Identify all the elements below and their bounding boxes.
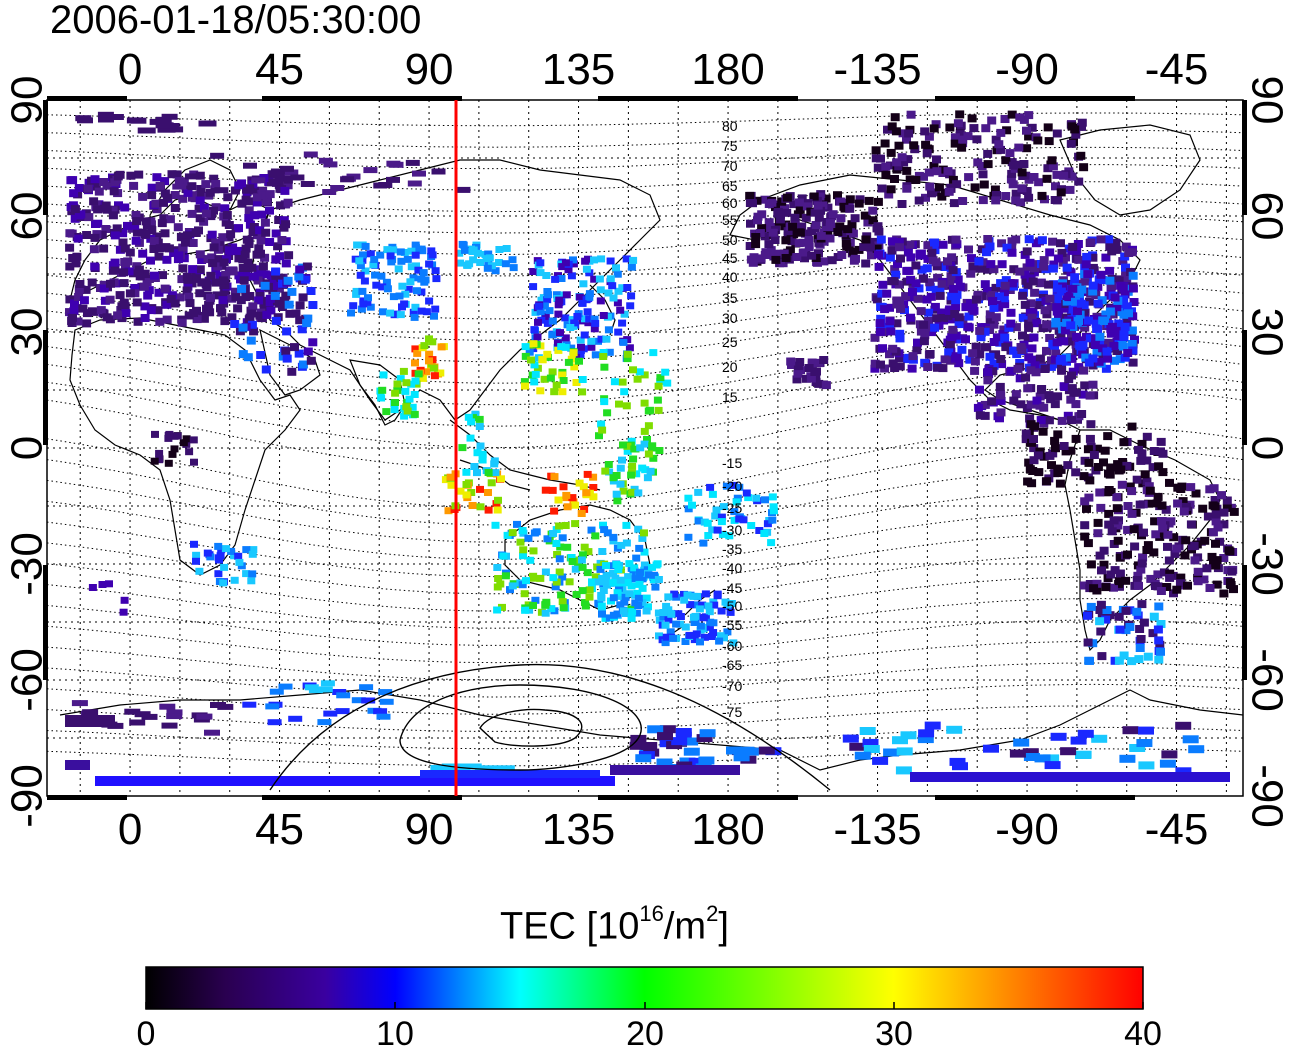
- lon-label: -90: [995, 45, 1059, 94]
- contour-label: 55: [722, 212, 738, 228]
- lat-label: -90: [1242, 764, 1291, 828]
- contour-label: 20: [722, 359, 738, 375]
- colorbar-title-suffix: ]: [718, 905, 729, 948]
- lon-label: 135: [542, 805, 615, 854]
- lon-label: 90: [405, 45, 454, 94]
- contour-label: -40: [722, 560, 742, 576]
- contour-label: -35: [722, 541, 742, 557]
- contour-label: 60: [722, 195, 738, 211]
- contour-label: -45: [722, 580, 742, 596]
- lon-label: -135: [834, 45, 922, 94]
- solid-contours: [269, 663, 831, 791]
- lat-label: 0: [1242, 436, 1291, 460]
- contour-label: 80: [722, 118, 738, 134]
- lon-label: 0: [118, 805, 142, 854]
- contour-label: -15: [722, 455, 742, 471]
- contour-label: -50: [722, 598, 742, 614]
- lon-label: 45: [255, 45, 304, 94]
- colorbar-tick-label: 10: [376, 1015, 414, 1053]
- lat-label: -30: [1242, 532, 1291, 596]
- lon-label: 0: [118, 45, 142, 94]
- contour-label: -65: [722, 657, 742, 673]
- lat-label: -30: [3, 532, 52, 596]
- colorbar-tick-label: 0: [136, 1015, 156, 1053]
- lat-label: 90: [1242, 76, 1291, 125]
- lon-label: 180: [691, 45, 764, 94]
- contour-label: -25: [722, 500, 742, 516]
- colorbar-title-exponent: 16: [639, 901, 664, 926]
- lon-label: -135: [834, 805, 922, 854]
- lat-label: 60: [1242, 192, 1291, 241]
- contour-label: 75: [722, 138, 738, 154]
- contour-label: 30: [722, 310, 738, 326]
- contour-label: 40: [722, 269, 738, 285]
- axis-bands: [43, 96, 1247, 800]
- lat-label: 60: [3, 192, 52, 241]
- lat-label: 90: [3, 76, 52, 125]
- colorbar-title-unit: /m: [663, 905, 707, 948]
- lon-label: -90: [995, 805, 1059, 854]
- right-latitude-labels: 90 60 30 0 -30 -60 -90: [1242, 76, 1291, 828]
- bottom-longitude-labels: 0 45 90 135 180 -135 -90 -45: [118, 805, 1209, 854]
- colorbar-tick-label: 40: [1124, 1015, 1162, 1053]
- colorbar-tick-label: 30: [875, 1015, 913, 1053]
- lat-label: -90: [3, 764, 52, 828]
- contour-label: 15: [722, 389, 738, 405]
- lon-label: 45: [255, 805, 304, 854]
- colorbar-title-prefix: TEC [10: [500, 905, 640, 948]
- contour-label: 50: [722, 232, 738, 248]
- contour-label: -75: [722, 704, 742, 720]
- lat-label: -60: [3, 648, 52, 712]
- colorbar-title-unit-exponent: 2: [706, 901, 719, 926]
- contour-label: -70: [722, 678, 742, 694]
- colorbar-title: TEC [1016/m2]: [500, 901, 729, 949]
- top-longitude-labels: 0 45 90 135 180 -135 -90 -45: [118, 45, 1209, 94]
- contour-label: -20: [722, 478, 742, 494]
- lon-label: 135: [542, 45, 615, 94]
- lon-label: -45: [1145, 805, 1209, 854]
- left-latitude-labels: 90 60 30 0 -30 -60 -90: [3, 76, 52, 828]
- lat-label: 30: [1242, 308, 1291, 357]
- map-title: 2006-01-18/05:30:00: [50, 0, 422, 42]
- contour-label: 70: [722, 158, 738, 174]
- colorbar-tick-label: 20: [626, 1015, 664, 1053]
- colorbar-tick-marks: [145, 1002, 1144, 1009]
- contour-label: 25: [722, 334, 738, 350]
- lon-label: 180: [691, 805, 764, 854]
- contour-label: -55: [722, 617, 742, 633]
- lat-label: 0: [3, 436, 52, 460]
- lat-label: 30: [3, 308, 52, 357]
- lon-label: 90: [405, 805, 454, 854]
- lon-label: -45: [1145, 45, 1209, 94]
- contour-label: -30: [722, 522, 742, 538]
- tec-data-cells: [65, 110, 1239, 786]
- contour-label: 45: [722, 250, 738, 266]
- contour-label: 35: [722, 290, 738, 306]
- contour-label: 65: [722, 178, 738, 194]
- contour-label: -60: [722, 638, 742, 654]
- lat-label: -60: [1242, 648, 1291, 712]
